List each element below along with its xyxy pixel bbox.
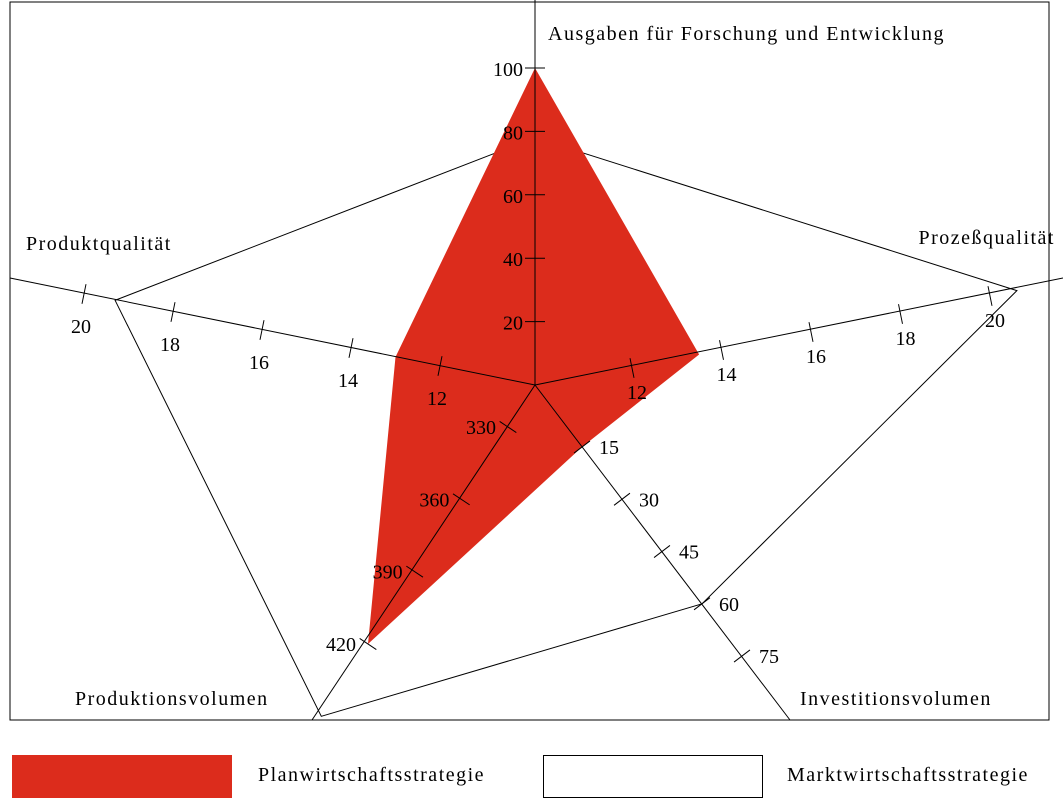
axis-3-tick-mark	[359, 638, 377, 650]
series-polygon-planwirtschaft	[368, 68, 700, 644]
legend-swatch-planwirtschaft	[12, 755, 232, 798]
axis-2-tick-label: 15	[599, 437, 619, 459]
axis-1-tick-mark	[719, 340, 724, 360]
axis-2-tick-mark	[693, 597, 711, 611]
axis-3-tick-mark	[406, 565, 424, 578]
axis-2-tick-mark	[613, 492, 631, 506]
axis-line-3	[311, 384, 536, 721]
axis-1-tick-label: 12	[627, 382, 647, 404]
axis-line-2	[534, 384, 791, 721]
axis-4-tick-mark	[170, 302, 176, 322]
axis-2-tick-label: 60	[719, 594, 739, 616]
axis-label-3: Produktionsvolumen	[75, 688, 269, 710]
axis-2-tick-label: 30	[639, 489, 659, 511]
axis-1-tick-mark	[808, 322, 814, 342]
axis-0-tick-label: 100	[493, 59, 523, 81]
axis-1-tick-mark	[898, 304, 903, 324]
axis-2-tick-mark	[653, 545, 671, 558]
axes-layer	[9, 0, 1063, 721]
axis-1-tick-mark	[629, 358, 635, 378]
axis-4-tick-mark	[348, 338, 354, 358]
legend-swatch-marktwirtschaft	[543, 755, 763, 798]
axis-4-tick-mark	[437, 356, 443, 376]
axis-4-tick-label: 20	[71, 316, 91, 338]
axis-3-tick-mark	[499, 421, 517, 433]
axis-2-tick-mark	[733, 649, 751, 663]
plot-frame	[9, 1, 1050, 721]
axis-3-tick-label: 420	[326, 634, 356, 656]
axis-2-tick-mark	[573, 440, 591, 454]
axis-label-0: Ausgaben für Forschung und Entwicklung	[548, 23, 945, 45]
axis-3-tick-mark	[452, 493, 470, 506]
axis-line-1	[534, 277, 1063, 386]
labels-layer: 20 40 60 80 100 Ausgaben für Forschung und En…	[26, 23, 1055, 710]
axis-2-tick-label: 75	[759, 646, 779, 668]
axis-2-tick-label: 45	[679, 542, 699, 564]
legend-label-marktwirtschaft: Marktwirtschaftsstrategie	[787, 764, 1029, 786]
axis-1-tick-mark	[987, 286, 993, 306]
axis-line-4	[9, 277, 536, 386]
axis-3-tick-label: 390	[373, 562, 403, 584]
axis-1-tick-label: 16	[806, 346, 826, 368]
axis-0-tick-label: 20	[503, 313, 523, 335]
series-polygon-marktwirtschaft	[114, 137, 1018, 717]
axis-0-tick-label: 60	[503, 186, 523, 208]
axis-4-tick-label: 16	[249, 352, 269, 374]
series-layer	[114, 68, 1018, 717]
axis-3-tick-label: 330	[466, 417, 496, 439]
legend-label-planwirtschaft: Planwirtschaftsstrategie	[258, 764, 486, 786]
axis-1-tick-label: 18	[896, 328, 916, 350]
axis-4-tick-mark	[259, 320, 265, 340]
axis-label-4: Produktqualität	[26, 233, 172, 255]
axis-0-tick-label: 80	[503, 122, 523, 144]
axis-4-tick-mark	[81, 284, 87, 304]
axis-1-tick-label: 20	[985, 310, 1005, 332]
axis-3-tick-label: 360	[419, 489, 449, 511]
axis-label-1: Prozeßqualität	[918, 227, 1055, 249]
axis-label-2: Investitionsvolumen	[800, 688, 992, 710]
axis-1-tick-label: 14	[717, 364, 737, 386]
axis-4-tick-label: 12	[427, 388, 447, 410]
axis-4-tick-label: 18	[160, 334, 180, 356]
axis-4-tick-label: 14	[338, 370, 358, 392]
axis-0-tick-label: 40	[503, 249, 523, 271]
